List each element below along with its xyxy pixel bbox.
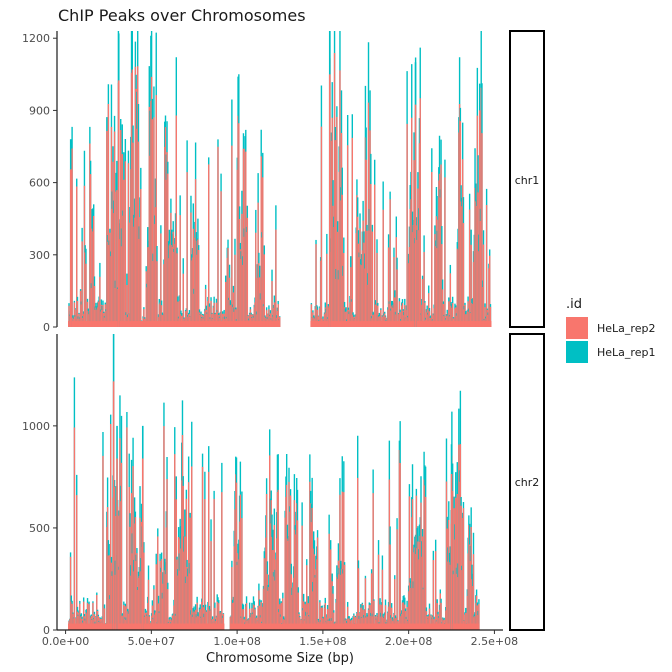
chart-title: ChIP Peaks over Chromosomes [58, 6, 306, 25]
y-tick-label: 1200 [22, 32, 50, 45]
y-ticks-chr1: 0 300 600 900 1200 [22, 32, 57, 334]
y-ticks-chr2: 0 500 1000 [22, 420, 57, 637]
x-tick-label: 1.0e+08 [213, 635, 260, 648]
x-tick-label: 0.0e+00 [42, 635, 89, 648]
y-tick-label: 1000 [22, 420, 50, 433]
strip-label-chr1: chr1 [515, 174, 540, 187]
x-tick-label: 5.0e+07 [128, 635, 175, 648]
y-tick-label: 0 [43, 624, 50, 637]
bars-chr1 [68, 31, 492, 327]
legend: .id HeLa_rep2 HeLa_rep1 [566, 297, 655, 363]
legend-label-hela-rep1: HeLa_rep1 [597, 346, 655, 359]
y-tick-label: 900 [29, 104, 50, 117]
legend-swatch-hela-rep2 [566, 317, 588, 339]
x-tick-label: 1.5e+08 [299, 635, 346, 648]
y-tick-label: 600 [29, 177, 50, 190]
strip-label-chr2: chr2 [515, 476, 540, 489]
legend-title: .id [566, 297, 582, 312]
bars-chr2 [68, 334, 480, 630]
x-tick-label: 2.0e+08 [385, 635, 432, 648]
x-ticks: 0.0e+00 5.0e+07 1.0e+08 1.5e+08 2.0e+08 2.5e+… [42, 630, 518, 648]
x-tick-label: 2.5e+08 [471, 635, 518, 648]
panel-chr1: 0 300 600 900 1200 chr1 [22, 30, 545, 334]
y-tick-label: 0 [43, 321, 50, 334]
panel-chr2: 0 500 1000 chr2 [22, 333, 545, 637]
y-tick-label: 500 [29, 522, 50, 535]
legend-label-hela-rep2: HeLa_rep2 [597, 322, 655, 335]
x-axis-title: Chromosome Size (bp) [206, 651, 354, 666]
strip-chr1 [509, 30, 545, 328]
y-tick-label: 300 [29, 249, 50, 262]
legend-swatch-hela-rep1 [566, 341, 588, 363]
strip-chr2 [509, 333, 545, 631]
